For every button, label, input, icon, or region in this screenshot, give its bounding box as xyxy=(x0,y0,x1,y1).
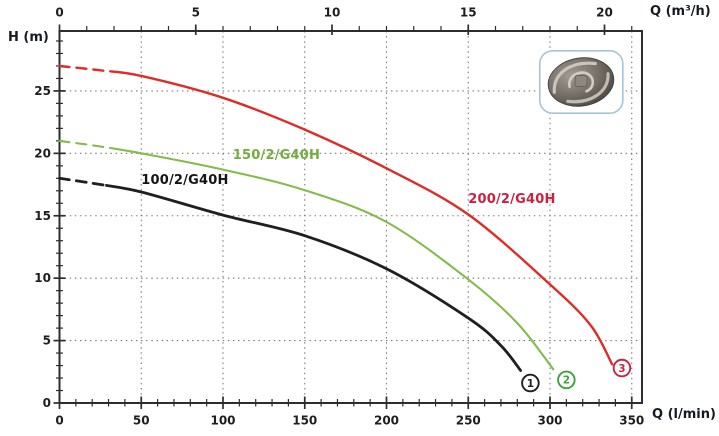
top-x-axis-tick-label: 10 xyxy=(324,6,341,20)
top-x-axis-title: Q (m³/h) xyxy=(650,4,711,19)
curve-label-100-2-G40H: 100/2/G40H xyxy=(141,173,229,189)
top-x-axis-tick-label: 5 xyxy=(192,6,200,20)
curve-label-150-2-G40H: 150/2/G40H xyxy=(232,148,321,164)
top-x-axis-tick-label: 15 xyxy=(460,6,477,20)
curve-end-marker-number-2: 2 xyxy=(563,375,570,387)
top-x-axis-tick-label: 20 xyxy=(596,6,613,20)
impeller-photo xyxy=(539,50,624,115)
curve-end-marker-circle-1 xyxy=(521,373,540,393)
curve-end-marker-number-3: 3 xyxy=(618,363,625,375)
curve-end-marker-circle-2 xyxy=(557,370,576,390)
curve-200-2-G40H-dashed xyxy=(58,64,116,73)
x-axis-tick-label: 250 xyxy=(456,414,481,428)
x-axis-tick-label: 0 xyxy=(55,414,63,428)
y-axis-tick-label: 20 xyxy=(34,146,51,160)
top-x-axis-tick-label: 0 xyxy=(55,6,63,20)
curve-100-2-G40H-dashed xyxy=(58,176,106,187)
x-axis-tick-label: 150 xyxy=(292,414,317,428)
curve-150-2-G40H xyxy=(110,146,555,371)
y-axis-tick-label: 25 xyxy=(34,84,51,98)
x-axis-tick-label: 100 xyxy=(210,414,235,428)
plot-frame xyxy=(58,30,643,404)
y-axis-title: H (m) xyxy=(8,30,49,45)
x-axis-tick-label: 350 xyxy=(619,414,644,428)
y-axis-tick-label: 15 xyxy=(34,209,51,223)
x-axis-tick-label: 300 xyxy=(537,414,562,428)
y-axis-tick-label: 10 xyxy=(34,271,51,285)
curve-end-marker-number-1: 1 xyxy=(527,378,534,390)
x-axis-tick-label: 200 xyxy=(374,414,399,428)
curve-label-200-2-G40H: 200/2/G40H xyxy=(468,192,556,208)
curve-150-2-G40H-dashed xyxy=(58,139,111,150)
curve-100-2-G40H xyxy=(105,183,522,372)
bottom-x-axis-title: Q (l/min) xyxy=(652,407,716,422)
y-axis-tick-label: 0 xyxy=(43,396,51,410)
y-axis-tick-label: 5 xyxy=(43,334,51,348)
curve-end-marker-circle-3 xyxy=(612,358,632,378)
curve-200-2-G40H xyxy=(115,70,614,366)
x-axis-tick-label: 50 xyxy=(133,414,150,428)
